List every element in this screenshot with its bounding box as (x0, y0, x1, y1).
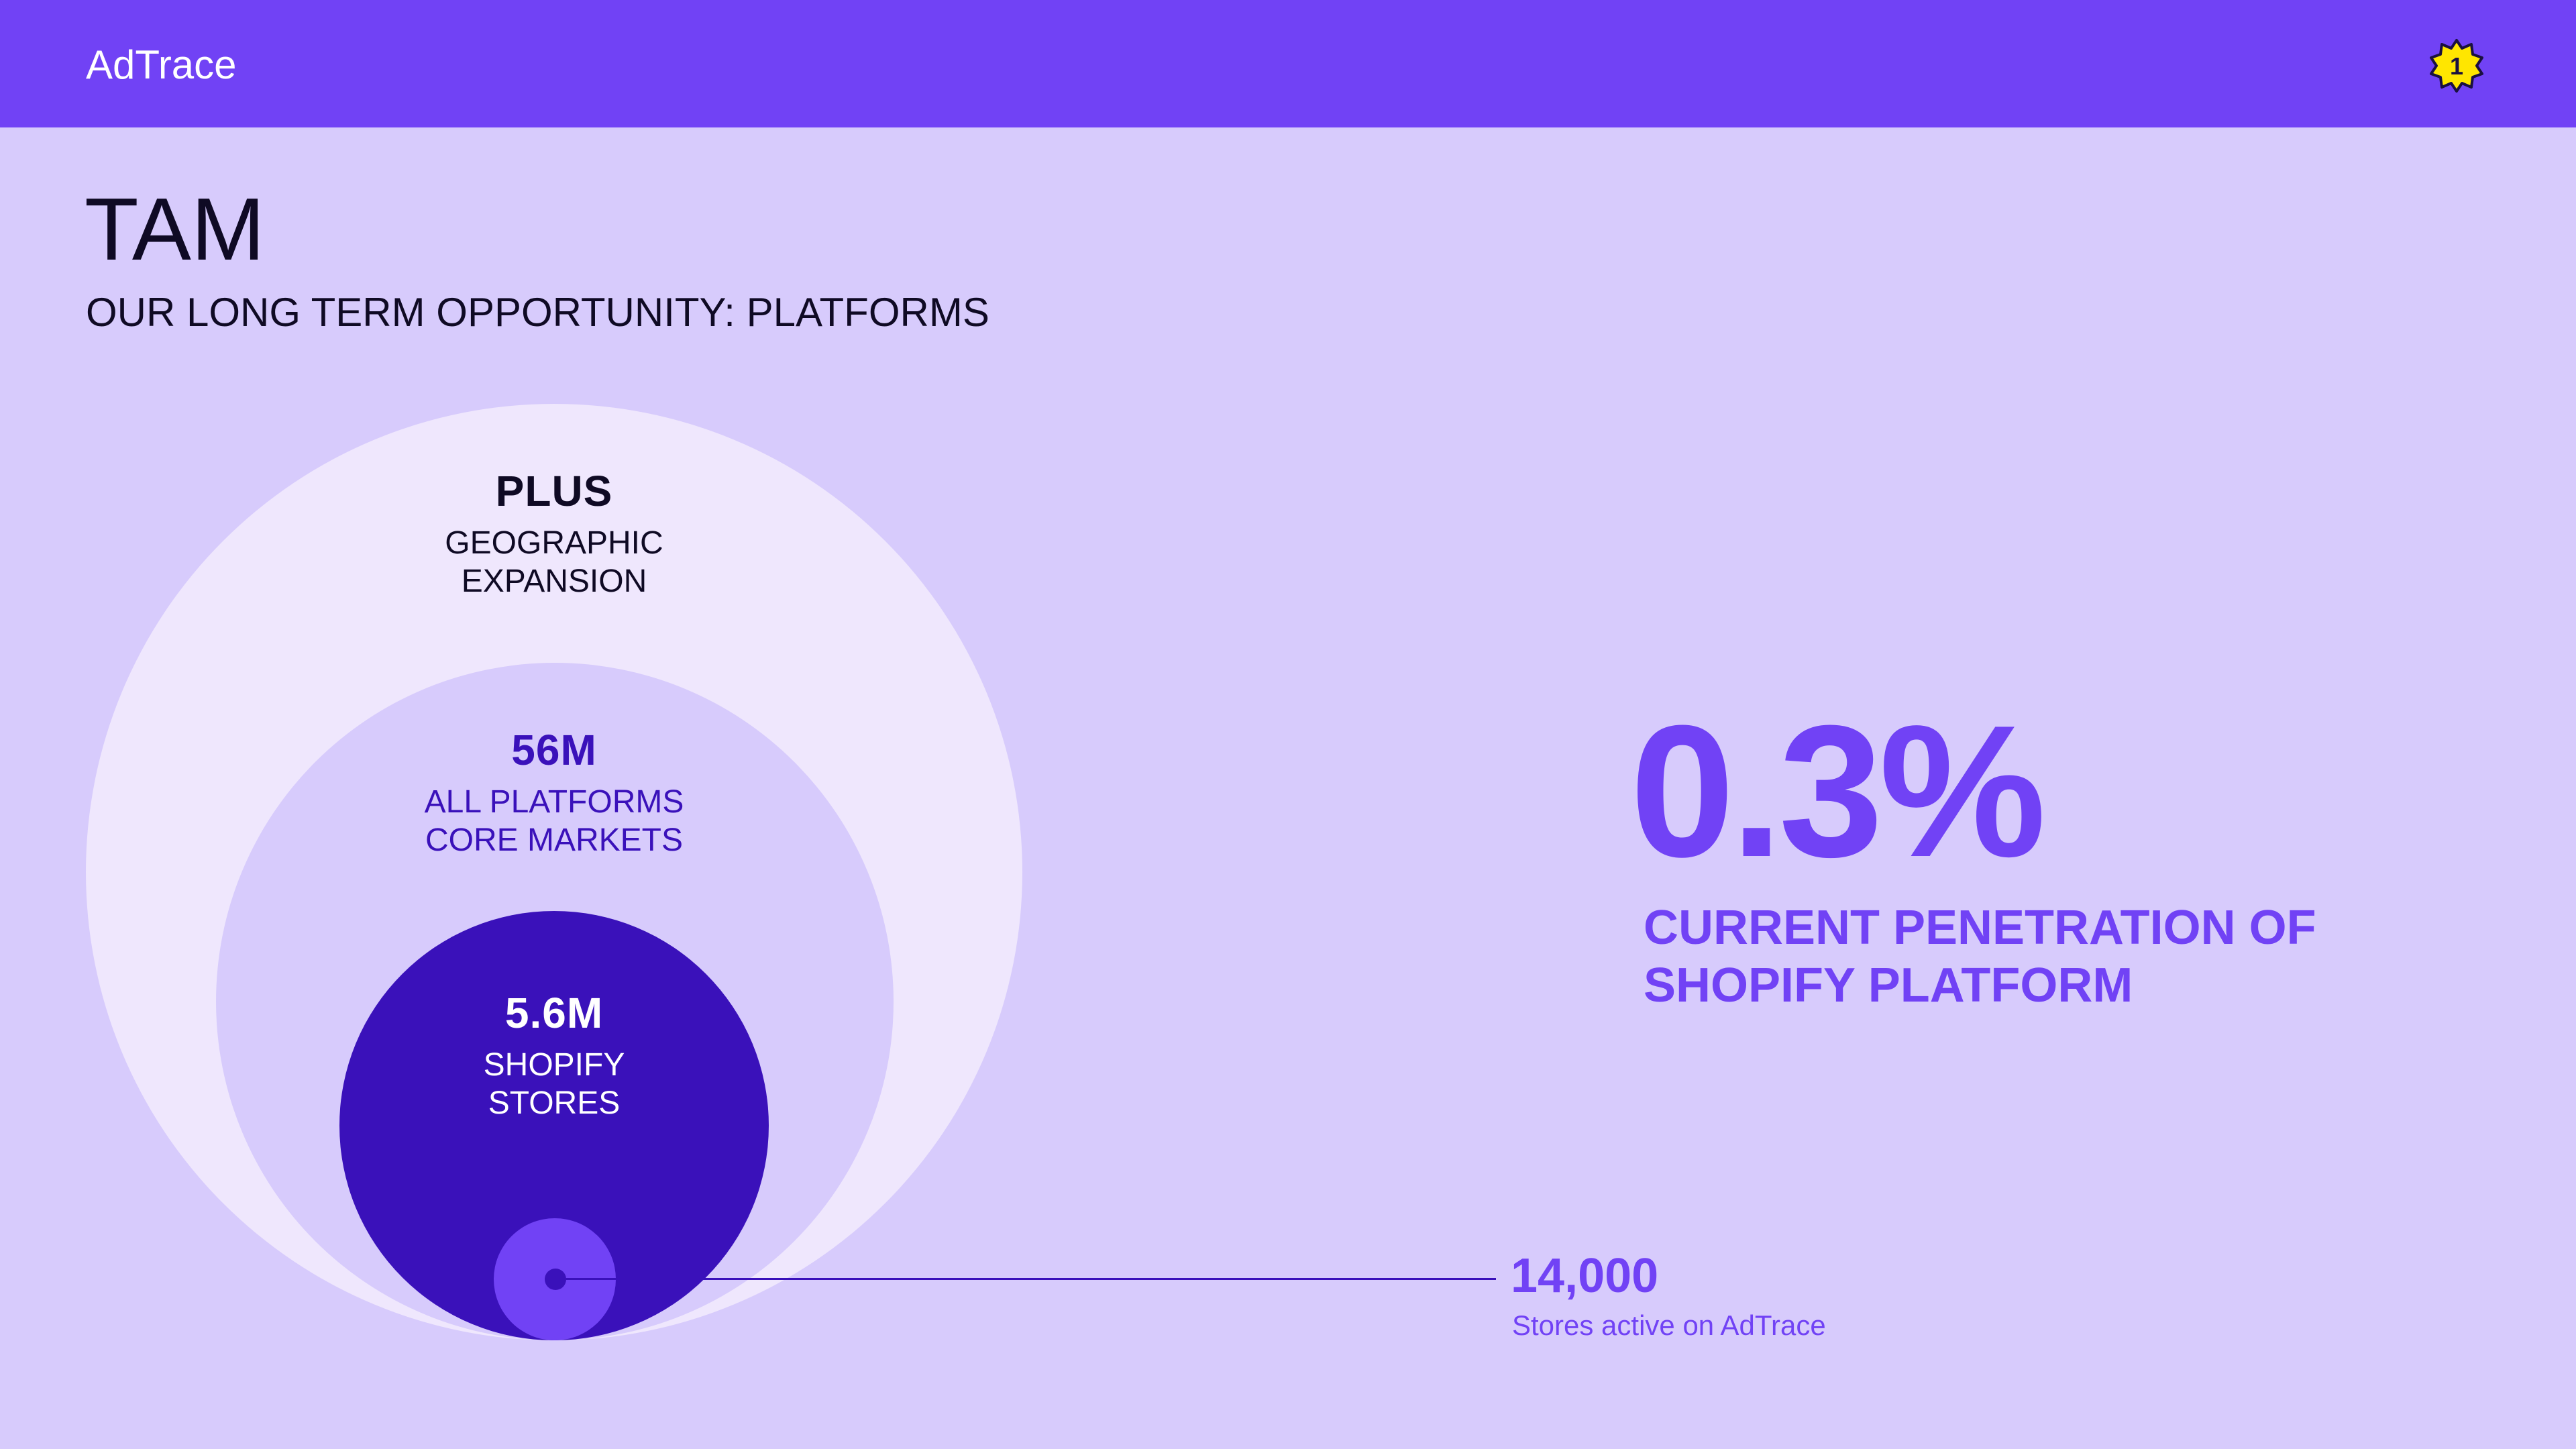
middle-circle-line2: CORE MARKETS (425, 822, 684, 859)
inner-circle-line1: SHOPIFY (483, 1046, 625, 1083)
middle-circle-value: 56M (511, 726, 597, 774)
inner-circle-label: 5.6M SHOPIFY STORES (319, 987, 789, 1123)
penetration-caption-line1: CURRENT PENETRATION OF (1644, 901, 2316, 955)
outer-circle-value: PLUS (495, 467, 613, 515)
outer-circle-line1: GEOGRAPHIC (445, 525, 663, 561)
inner-circle-line2: STORES (488, 1085, 621, 1122)
badge-icon: 1 (2430, 39, 2483, 93)
page-subtitle: OUR LONG TERM OPPORTUNITY: PLATFORMS (86, 290, 989, 335)
penetration-caption-line2: SHOPIFY PLATFORM (1644, 959, 2133, 1013)
penetration-caption: CURRENT PENETRATION OF SHOPIFY PLATFORM (1644, 899, 2316, 1015)
inner-circle-value: 5.6M (504, 989, 604, 1037)
connector-dot (545, 1269, 566, 1290)
page-title: TAM (85, 180, 265, 278)
brand-name: AdTrace (86, 42, 237, 87)
active-stores-value: 14,000 (1511, 1249, 1659, 1303)
outer-circle-label: PLUS GEOGRAPHIC EXPANSION (319, 466, 789, 601)
middle-circle-label: 56M ALL PLATFORMS CORE MARKETS (319, 724, 789, 860)
connector-line (566, 1278, 1496, 1280)
active-stores-caption: Stores active on AdTrace (1512, 1309, 1826, 1341)
outer-circle-line2: EXPANSION (461, 564, 647, 600)
penetration-value: 0.3% (1630, 687, 2046, 896)
badge-number: 1 (2450, 52, 2463, 80)
middle-circle-line1: ALL PLATFORMS (424, 784, 684, 820)
top-bar: AdTrace 1 (0, 0, 2576, 127)
